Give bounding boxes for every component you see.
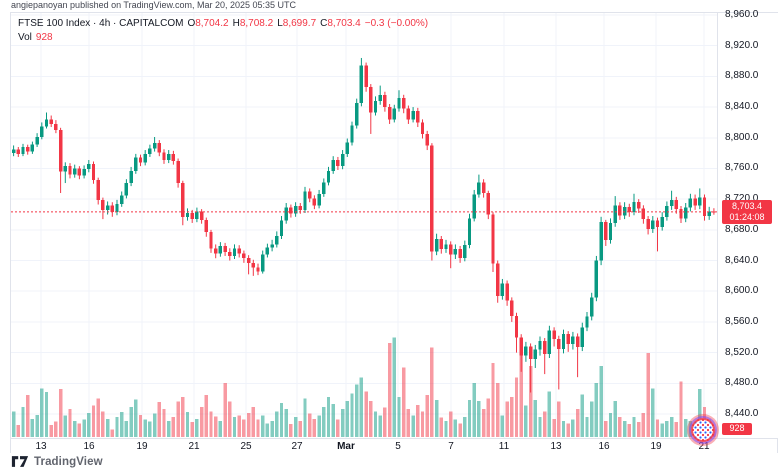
tradingview-brand-text: TradingView — [34, 455, 103, 468]
time-tick-label: 19 — [650, 441, 662, 452]
time-tick-label: 19 — [136, 441, 148, 452]
bar-countdown: 01:24:08 — [729, 211, 765, 222]
legend-row-symbol: FTSE 100 Index · 4h · CAPITALCOM O8,704.… — [18, 17, 428, 31]
price-tick-label: 8,840.0 — [725, 101, 759, 113]
candlestick-plot[interactable] — [11, 13, 717, 438]
time-tick-label: 27 — [291, 441, 303, 452]
price-tick-label: 8,960.0 — [725, 9, 759, 20]
time-tick-label: 16 — [598, 441, 610, 452]
price-tick-label: 8,640.0 — [725, 254, 759, 266]
price-tick-label: 8,600.0 — [725, 285, 759, 297]
ohlc-high: H8,708.2 — [232, 18, 274, 29]
symbol-title: FTSE 100 Index · 4h · CAPITALCOM — [18, 18, 184, 29]
time-tick-label: 21 — [698, 441, 710, 452]
price-scale[interactable]: 8,703.4 01:24:08 928 8,960.0 8,920.0 8,880… — [717, 9, 778, 438]
volume-value: 928 — [35, 32, 53, 43]
price-tick-label: 8,800.0 — [725, 131, 759, 143]
price-tick-label: 8,920.0 — [725, 39, 759, 51]
chart-widget: FTSE 100 Index · 4h · CAPITALCOM O8,704.… — [10, 9, 778, 453]
chart-legend: FTSE 100 Index · 4h · CAPITALCOM O8,704.… — [18, 17, 428, 45]
price-tick-label: 8,560.0 — [725, 315, 759, 327]
price-tick-label: 8,720.0 — [725, 193, 759, 205]
time-tick-label: Mar — [337, 441, 355, 452]
price-tick-label: 8,480.0 — [725, 377, 759, 389]
ohlc-low: L8,699.7 — [277, 18, 317, 29]
time-scale[interactable]: 13 16 19 21 25 27 Mar 5 7 11 13 16 19 21 — [11, 438, 777, 453]
last-volume-badge: 928 — [722, 423, 752, 435]
time-tick-label: 13 — [550, 441, 562, 452]
tradingview-attribution[interactable]: TradingView — [11, 455, 103, 468]
time-tick-label: 5 — [395, 441, 401, 452]
time-tick-label: 13 — [35, 441, 47, 452]
time-tick-label: 21 — [188, 441, 200, 452]
price-chart[interactable]: FTSE 100 Index · 4h · CAPITALCOM O8,704.… — [11, 13, 717, 442]
price-tick-label: 8,760.0 — [725, 162, 759, 174]
time-tick-label: 16 — [83, 441, 95, 452]
time-tick-label: 7 — [448, 441, 454, 452]
ohlc-close: C8,703.4 — [320, 18, 361, 29]
last-price-badge: 8,703.4 01:24:08 — [722, 199, 772, 224]
capitalcom-logo-badge — [691, 418, 715, 442]
volume-label: Vol — [18, 32, 32, 43]
price-tick-label: 8,520.0 — [725, 346, 759, 358]
price-tick-label: 8,680.0 — [725, 223, 759, 235]
legend-row-volume: Vol 928 — [18, 31, 428, 45]
change-value: −0.3 (−0.00%) — [364, 18, 429, 29]
time-tick-label: 11 — [498, 441, 510, 452]
price-tick-label: 8,880.0 — [725, 70, 759, 82]
price-tick-label: 8,440.0 — [725, 408, 759, 419]
tradingview-logo-icon — [11, 456, 29, 467]
publish-attribution: angiepanoyan published on TradingView.co… — [11, 0, 297, 10]
time-tick-label: 25 — [240, 441, 252, 452]
last-price-value: 8,703.4 — [731, 200, 763, 211]
ohlc-open: O8,704.2 — [187, 18, 229, 29]
